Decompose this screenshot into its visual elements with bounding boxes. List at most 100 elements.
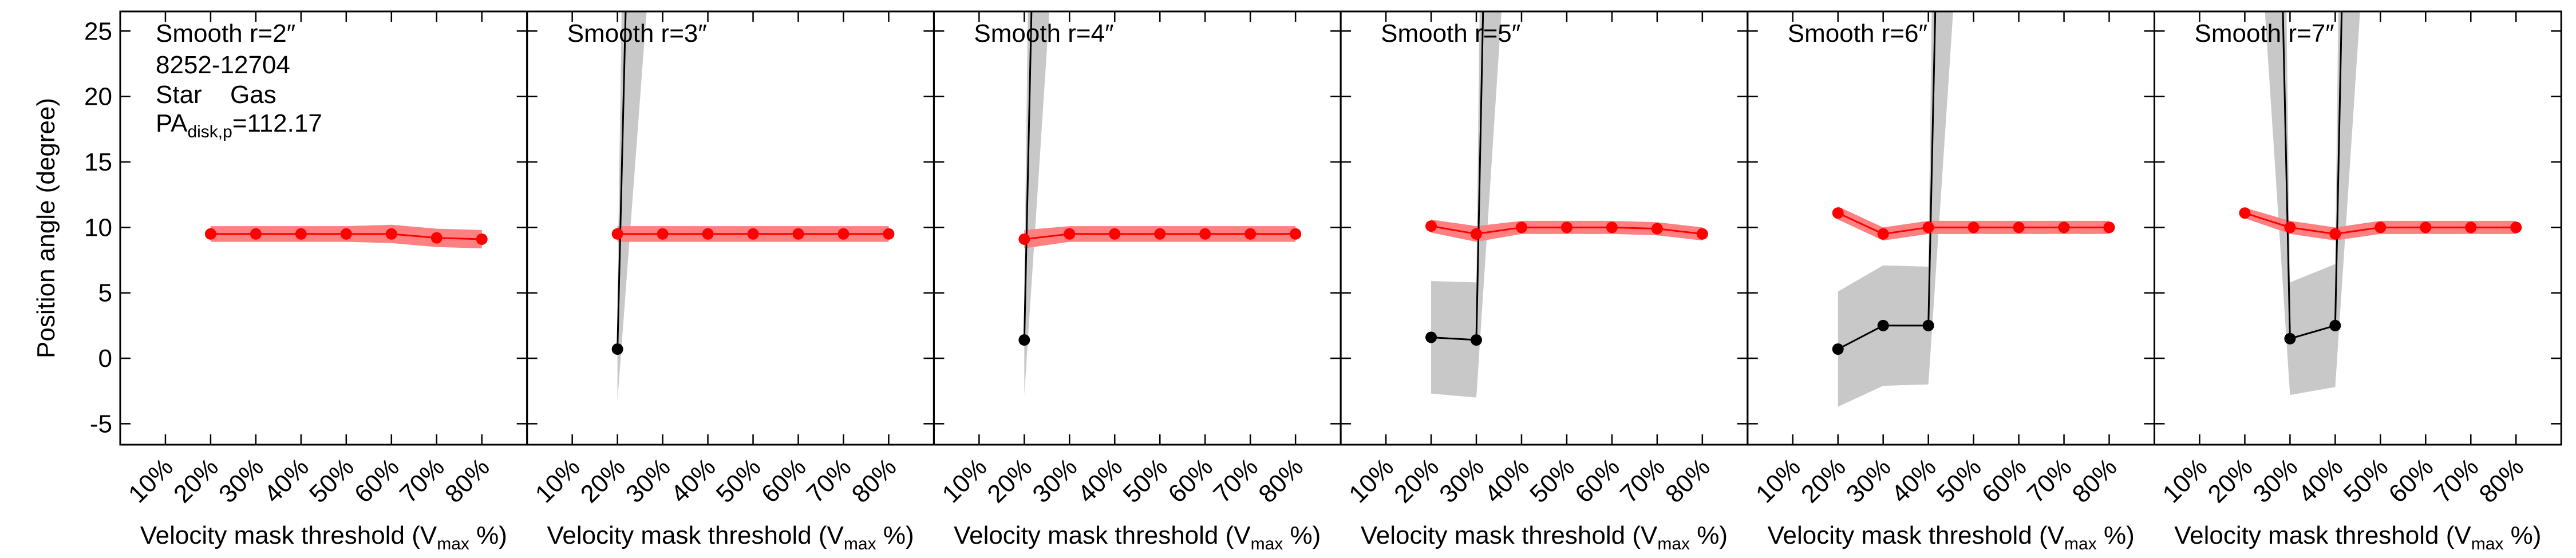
x-tick-label: 40% [1479, 453, 1535, 508]
x-axis-label-part: max [844, 535, 876, 553]
panel: -5051015202510%20%30%40%50%60%70%80%Velo… [32, 10, 528, 553]
x-tick-label: 30% [214, 453, 269, 508]
point [1154, 228, 1166, 240]
x-tick-label: 80% [2474, 453, 2529, 508]
x-tick-label: 10% [2158, 453, 2213, 508]
point [430, 232, 442, 244]
x-tick-label: 30% [1841, 453, 1897, 508]
point [1560, 221, 1573, 234]
x-tick-label: 80% [2067, 453, 2123, 508]
panel-title: Smooth r=3″ [567, 19, 707, 48]
x-tick-label: 80% [847, 453, 902, 508]
point [1832, 343, 1844, 355]
y-tick-label: 15 [84, 148, 112, 176]
plot-area [611, 11, 895, 402]
x-tick-label: 80% [440, 453, 495, 508]
point [1832, 207, 1844, 219]
panel: 10%20%30%40%50%60%70%80%Velocity mask th… [1747, 10, 2156, 553]
point [2284, 333, 2296, 345]
y-tick-label: 5 [98, 279, 112, 307]
point [2013, 221, 2025, 234]
x-axis-label-part: Velocity mask threshold (V [1768, 521, 2065, 549]
x-tick-label: 50% [304, 453, 359, 508]
point [1064, 228, 1076, 240]
x-tick-label: 40% [2293, 453, 2349, 508]
x-axis-label-part: max [2064, 535, 2097, 553]
point [2103, 221, 2115, 234]
x-axis-label: Velocity mask threshold (Vmax %) [547, 521, 914, 553]
x-axis-label-part: Velocity mask threshold (V [1361, 521, 1658, 549]
x-tick-label: 10% [937, 453, 993, 508]
point [837, 228, 850, 240]
panel-title: Smooth r=5″ [1381, 19, 1520, 48]
error-band [2265, 11, 2360, 395]
pa-annotation: PAdisk,p=112.17 [156, 109, 322, 141]
point [1018, 233, 1030, 245]
x-tick-label: 40% [259, 453, 314, 508]
point [340, 228, 352, 240]
point [2510, 221, 2522, 234]
legend-label: Gas [230, 81, 276, 109]
point [2239, 207, 2251, 219]
y-tick-label: 0 [98, 345, 112, 373]
x-axis-label-part: Velocity mask threshold (V [954, 521, 1251, 549]
x-tick-label: 20% [575, 453, 631, 508]
y-axis-label: Position angle (degree) [32, 98, 60, 358]
point [611, 343, 623, 355]
x-tick-label: 60% [756, 453, 812, 508]
y-tick-label: 10 [84, 213, 112, 242]
panel: 10%20%30%40%50%60%70%80%Velocity mask th… [1340, 10, 1749, 553]
point [295, 228, 307, 240]
point [1877, 228, 1889, 240]
x-axis-label-part: Velocity mask threshold (V [547, 521, 844, 549]
point [2058, 221, 2070, 234]
x-axis-label-part: max [1657, 535, 1690, 553]
pa-value: =112.17 [232, 109, 322, 137]
point [385, 228, 397, 240]
panel: 10%20%30%40%50%60%70%80%Velocity mask th… [2154, 10, 2562, 553]
pa-label: PA [156, 109, 188, 137]
point [1606, 221, 1618, 234]
point [1290, 228, 1302, 240]
point [702, 228, 714, 240]
legend-label: Star [156, 81, 202, 109]
x-tick-label: 60% [349, 453, 405, 508]
panel: 10%20%30%40%50%60%70%80%Velocity mask th… [526, 10, 935, 553]
x-tick-label: 30% [621, 453, 676, 508]
point [2329, 319, 2341, 331]
x-axis-label: Velocity mask threshold (Vmax %) [140, 521, 507, 553]
x-tick-label: 20% [1389, 453, 1444, 508]
x-tick-label: 20% [982, 453, 1037, 508]
point [1425, 331, 1437, 343]
x-axis-label-part: Velocity mask threshold (V [140, 521, 437, 549]
x-tick-label: 10% [123, 453, 179, 508]
x-tick-label: 30% [1027, 453, 1082, 508]
point [1922, 319, 1934, 331]
error-band [1431, 11, 1502, 398]
point [2420, 221, 2432, 234]
error-band [1838, 11, 1953, 407]
panel-title: Smooth r=6″ [1788, 19, 1927, 48]
x-axis-label-part: %) [1283, 521, 1321, 549]
x-tick-label: 10% [1344, 453, 1399, 508]
point [747, 228, 759, 240]
x-tick-label: 10% [1751, 453, 1806, 508]
point [792, 228, 804, 240]
panel-title: Smooth r=4″ [974, 19, 1113, 48]
x-axis-label-part: max [1251, 535, 1283, 553]
x-tick-label: 70% [1615, 453, 1670, 508]
point [1471, 334, 1482, 346]
y-tick-label: 20 [84, 83, 112, 111]
x-tick-label: 60% [1163, 453, 1218, 508]
x-axis-label: Velocity mask threshold (Vmax %) [1768, 521, 2135, 553]
x-tick-label: 40% [1886, 453, 1942, 508]
y-tick-label: -5 [90, 410, 112, 438]
series-line [2282, 11, 2343, 340]
x-tick-label: 20% [2203, 453, 2258, 508]
x-tick-label: 60% [1977, 453, 2032, 508]
series-line [1838, 11, 1937, 350]
point [2284, 221, 2296, 234]
panel-title: Smooth r=7″ [2195, 19, 2334, 48]
point [2329, 228, 2341, 240]
point [204, 228, 216, 240]
